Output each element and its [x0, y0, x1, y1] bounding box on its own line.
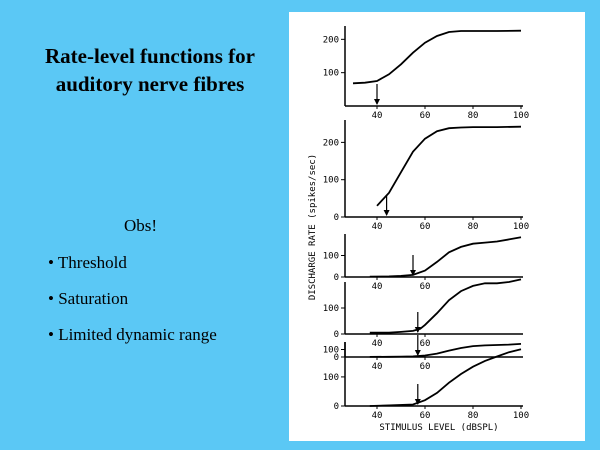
panel-0-x-tick-label: 40: [372, 111, 383, 121]
panel-1-x-tick-label: 60: [420, 222, 431, 232]
panel-3-y-tick-label: 0: [334, 330, 339, 340]
panel-5-x-tick-label: 60: [420, 411, 431, 421]
rate-level-figure: 100 200 40 60 80 100 0 100 200 40 60 80 100 0 100 40 60 0…: [289, 12, 585, 441]
panel-4-rate-curve: [369, 343, 522, 358]
obs-label: Obs!: [124, 216, 158, 235]
panel-2-y-tick-label: 100: [323, 252, 339, 262]
panel-4-x-tick-label: 40: [372, 362, 383, 372]
panel-0-x-tick-label: 60: [420, 111, 431, 121]
slide-title: Rate-level functions for auditory nerve …: [45, 44, 255, 96]
panel-1-y-tick-label: 200: [323, 138, 339, 148]
panel-1-y-tick-label: 0: [334, 213, 339, 223]
panel-3-x-tick-label: 40: [372, 339, 383, 349]
panel-5-x-tick-label: 80: [468, 411, 479, 421]
bullet-saturation: • Saturation: [48, 289, 129, 308]
panel-1-threshold-arrowhead: [383, 210, 390, 216]
panel-2-threshold-arrowhead: [410, 270, 416, 276]
panel-0-x-tick-label: 80: [468, 111, 479, 121]
panel-2-x-tick-label: 60: [420, 282, 431, 292]
bullet-dynamic-range: • Limited dynamic range: [48, 325, 217, 344]
panel-0-rate-curve: [352, 29, 522, 85]
panel-3-y-tick-label: 100: [323, 304, 339, 314]
panel-0-threshold-arrowhead: [374, 99, 380, 105]
panel-2-x-tick-label: 40: [372, 282, 383, 292]
panel-5-y-tick-label: 0: [334, 402, 339, 412]
panel-4-x-tick-label: 60: [420, 362, 431, 372]
panel-5-x-tick-label: 40: [372, 411, 383, 421]
panel-3-x-tick-label: 60: [420, 339, 431, 349]
panel-3-rate-curve: [369, 278, 522, 334]
panel-4-y-tick-label: 100: [323, 346, 339, 356]
panel-1-x-tick-label: 40: [372, 222, 383, 232]
panel-5-x-tick-label: 100: [513, 411, 529, 421]
panel-2-y-tick-label: 0: [334, 273, 339, 283]
panel-5-threshold-arrowhead: [414, 399, 421, 405]
panel-1-rate-curve: [376, 125, 522, 207]
panel-5-rate-curve: [369, 348, 522, 407]
panel-2-rate-curve: [369, 236, 522, 278]
bullet-threshold: • Threshold: [48, 253, 127, 272]
panel-0-x-tick-label: 100: [513, 111, 529, 121]
y-axis-label: DISCHARGE RATE (spikes/sec): [308, 154, 318, 300]
x-axis-label: STIMULUS LEVEL (dBSPL): [379, 423, 498, 433]
panel-1-x-tick-label: 100: [513, 222, 529, 232]
panel-0-y-tick-label: 100: [323, 69, 339, 79]
panel-4-y-tick-label: 0: [334, 353, 339, 363]
panel-0-y-tick-label: 200: [323, 35, 339, 45]
panel-1-x-tick-label: 80: [468, 222, 479, 232]
panel-3-threshold-arrowhead: [414, 327, 421, 333]
panel-1-y-tick-label: 100: [323, 176, 339, 186]
panel-5-y-tick-label: 100: [323, 373, 339, 383]
panel-4-threshold-arrowhead: [414, 350, 421, 356]
bullet-list: • Threshold • Saturation • Limited dynam…: [48, 252, 248, 360]
